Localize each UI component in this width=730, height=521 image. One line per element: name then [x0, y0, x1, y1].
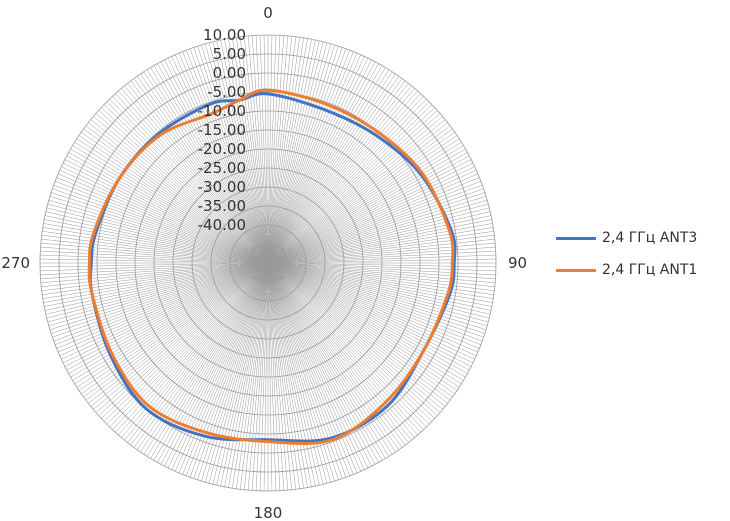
grid-ring	[58, 53, 478, 473]
grid-ring	[248, 243, 288, 283]
angle-label: 0	[263, 4, 273, 22]
radial-tick-label: -25.00	[198, 159, 246, 177]
legend: 2,4 ГГц ANT3 2,4 ГГц ANT1	[556, 228, 697, 292]
radial-grid	[40, 35, 496, 491]
radial-tick-label: -20.00	[198, 140, 246, 158]
series-layer	[87, 88, 457, 446]
angle-label: 90	[508, 254, 527, 272]
grid-ring	[115, 110, 421, 416]
ring-grid	[39, 34, 497, 492]
angle-label: 270	[1, 254, 30, 272]
grid-ring	[172, 167, 364, 359]
legend-swatch-ant3	[556, 236, 596, 240]
grid-ring	[191, 186, 345, 340]
grid-ring	[229, 224, 307, 302]
radial-tick-label: -10.00	[198, 102, 246, 120]
grid-ring	[153, 148, 383, 378]
legend-item-ant3: 2,4 ГГц ANT3	[556, 228, 697, 248]
grid-ring	[210, 205, 326, 321]
grid-ring	[77, 72, 459, 454]
grid-ring	[96, 91, 440, 435]
grid-ring	[134, 129, 402, 397]
legend-swatch-ant1	[556, 268, 596, 272]
angle-labels: 0 90 180 270	[1, 4, 527, 521]
radial-tick-label: 5.00	[213, 45, 246, 63]
radial-tick-label: -5.00	[207, 83, 246, 101]
radial-tick-labels: 10.005.000.00-5.00-10.00-15.00-20.00-25.…	[198, 26, 246, 234]
radial-tick-label: -40.00	[198, 216, 246, 234]
legend-item-ant1: 2,4 ГГц ANT1	[556, 260, 697, 280]
legend-label-ant3: 2,4 ГГц ANT3	[602, 230, 698, 246]
radial-tick-label: -30.00	[198, 178, 246, 196]
radial-tick-label: -15.00	[198, 121, 246, 139]
series-line-ant1	[87, 88, 455, 446]
angle-label: 180	[254, 504, 283, 521]
grid-ring	[39, 34, 497, 492]
radial-tick-label: 10.00	[203, 26, 246, 44]
legend-label-ant1: 2,4 ГГц ANT1	[602, 262, 698, 278]
radial-tick-label: -35.00	[198, 197, 246, 215]
radial-tick-label: 0.00	[213, 64, 246, 82]
